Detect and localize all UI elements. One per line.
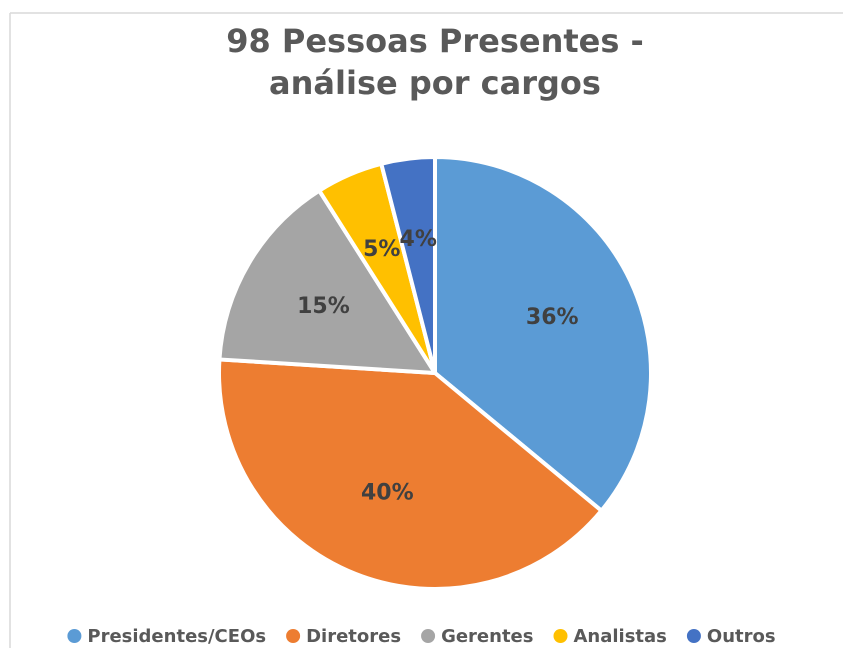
pie-slice: [433, 154, 653, 514]
data-label: 4%: [400, 227, 437, 252]
legend-label: Analistas: [573, 626, 666, 647]
data-label: 5%: [363, 237, 400, 262]
pie-slice: [217, 187, 439, 376]
legend-label: Outros: [707, 626, 776, 647]
legend-label: Diretores: [306, 626, 401, 647]
chart-title: análise por cargos: [269, 64, 601, 102]
pie-slice: [217, 357, 605, 591]
legend-label: Gerentes: [441, 626, 533, 647]
data-label: 15%: [297, 294, 350, 319]
data-label: 40%: [361, 480, 414, 505]
chart-title: 98 Pessoas Presentes -: [226, 22, 644, 60]
data-label: 36%: [526, 305, 579, 330]
legend-marker: [286, 629, 301, 643]
legend-marker: [67, 629, 82, 643]
legend-marker: [421, 629, 436, 643]
pie-slice: [378, 154, 437, 374]
legend-label: Presidentes/CEOs: [87, 626, 266, 647]
legend-marker: [686, 629, 701, 643]
legend-marker: [553, 629, 568, 643]
